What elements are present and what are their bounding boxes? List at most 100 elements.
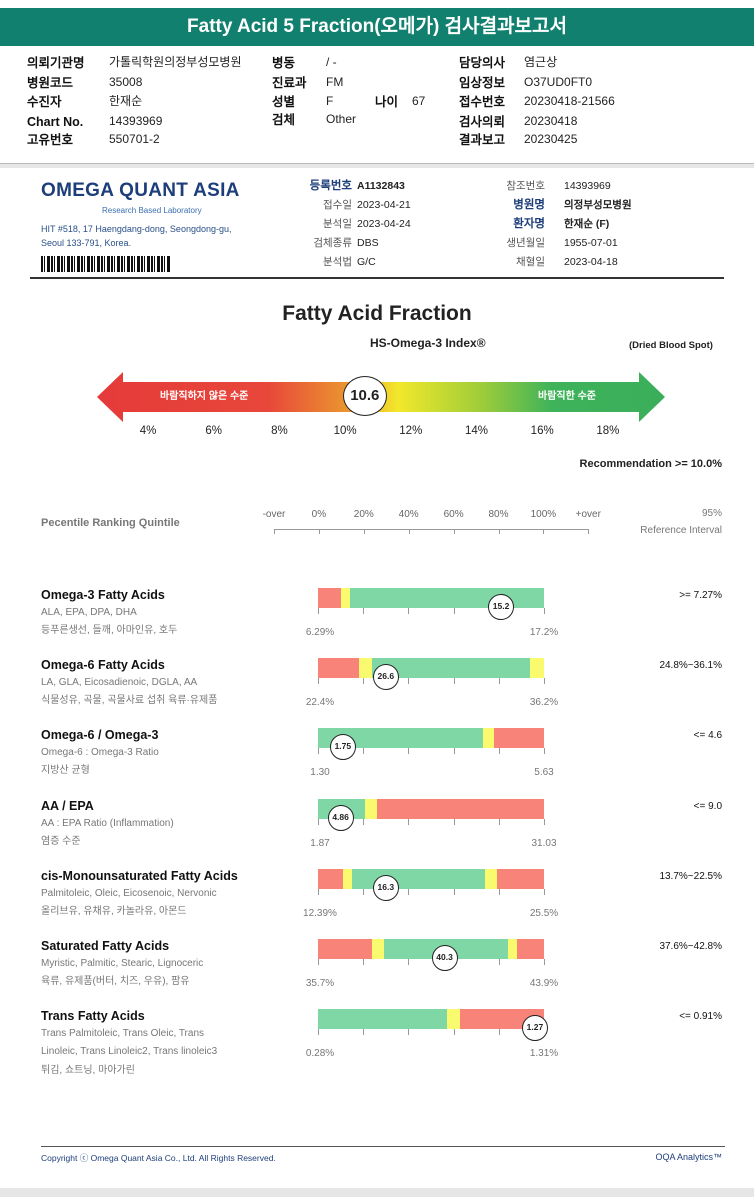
meta-label: 등록번호 bbox=[309, 180, 352, 192]
meta-label: 환자명 bbox=[513, 218, 545, 230]
axis-tick bbox=[453, 529, 455, 534]
value-marker: 16.3 bbox=[372, 874, 399, 901]
meta-label: 병원명 bbox=[513, 199, 545, 211]
bar-segment-yellow bbox=[358, 658, 373, 679]
bar-tick bbox=[544, 818, 545, 825]
report-title: Fatty Acid 5 Fraction(오메가) 검사결과보고서 bbox=[0, 8, 754, 46]
bar-tick bbox=[363, 608, 365, 614]
axis-label: 100% bbox=[530, 509, 557, 520]
ref-interval-header: 95% bbox=[701, 508, 722, 519]
bar-tick bbox=[363, 678, 365, 685]
bar-tick bbox=[453, 678, 455, 685]
info-label: 검체 bbox=[272, 113, 296, 127]
bar-segment-red bbox=[318, 658, 359, 679]
reference-interval: <= 0.91% bbox=[679, 1011, 722, 1023]
row-title: Omega-6 / Omega-3 bbox=[41, 728, 159, 743]
index-tick-label: 12% bbox=[399, 425, 423, 437]
bar-tick bbox=[408, 678, 410, 685]
percentile-bar bbox=[318, 939, 544, 959]
range-max: 5.63 bbox=[534, 767, 554, 779]
percentile-bar bbox=[318, 1009, 544, 1030]
info-label: 검사의뢰 bbox=[459, 115, 506, 129]
info-value: 20230425 bbox=[524, 132, 578, 146]
recommendation: Recommendation >= 10.0% bbox=[579, 458, 722, 470]
range-max: 31.03 bbox=[531, 837, 557, 849]
bar-tick bbox=[318, 748, 319, 755]
bar-tick bbox=[498, 959, 500, 965]
bar-tick bbox=[408, 888, 410, 895]
percentile-bar bbox=[318, 728, 544, 749]
row-description: 육류, 유제품(버터, 치즈, 우유), 팜유 bbox=[41, 976, 190, 987]
bar-tick bbox=[408, 818, 410, 825]
bar-tick bbox=[363, 959, 365, 965]
info-value: 가톨릭학원의정부성모병원 bbox=[109, 55, 242, 69]
axis-tick bbox=[408, 529, 410, 534]
bar-tick bbox=[544, 888, 545, 895]
axis-tick bbox=[543, 529, 545, 534]
bar-segment-green bbox=[351, 868, 486, 889]
bar-tick bbox=[408, 1029, 410, 1036]
info-value: 550701-2 bbox=[109, 132, 160, 146]
bar-tick bbox=[363, 1029, 365, 1036]
bar-segment-yellow bbox=[530, 658, 544, 679]
divider bbox=[0, 163, 754, 168]
bar-tick bbox=[453, 608, 455, 614]
range-max: 1.31% bbox=[529, 1048, 559, 1060]
bar-tick bbox=[544, 608, 545, 614]
info-value: O37UD0FT0 bbox=[524, 75, 593, 89]
bar-tick bbox=[318, 608, 319, 614]
info-label: 임상정보 bbox=[459, 76, 506, 90]
logo-text: OMEGA QUANT ASIA bbox=[41, 180, 240, 201]
bar-tick bbox=[318, 959, 319, 965]
meta-value: 의정부성모병원 bbox=[564, 199, 632, 211]
bar-tick bbox=[453, 888, 455, 895]
bar-tick bbox=[408, 608, 410, 614]
section-title: Fatty Acid Fraction bbox=[282, 302, 472, 325]
index-subtitle: HS-Omega-3 Index® bbox=[370, 336, 486, 350]
info-value: 67 bbox=[412, 94, 426, 108]
info-value: 35008 bbox=[109, 75, 143, 89]
bar-tick bbox=[318, 888, 319, 895]
value-marker: 1.75 bbox=[329, 734, 356, 761]
specimen-type: (Dried Blood Spot) bbox=[629, 340, 713, 351]
bar-tick bbox=[318, 678, 319, 685]
info-label: 병원코드 bbox=[27, 76, 74, 90]
row-components: ALA, EPA, DPA, DHA bbox=[41, 607, 137, 618]
meta-value: DBS bbox=[357, 237, 379, 249]
bar-segment-red bbox=[318, 868, 343, 889]
value-marker: 40.3 bbox=[431, 945, 458, 971]
bar-tick bbox=[318, 818, 319, 825]
percentile-bar bbox=[318, 868, 544, 889]
range-min: 12.39% bbox=[303, 907, 337, 919]
meta-label: 검체종류 bbox=[313, 237, 352, 249]
index-tick-label: 4% bbox=[139, 425, 157, 437]
axis-tick bbox=[318, 529, 320, 534]
row-title: cis-Monounsaturated Fatty Acids bbox=[41, 868, 238, 883]
bar-segment-green bbox=[349, 588, 544, 608]
reference-interval: 13.7%~22.5% bbox=[659, 870, 722, 882]
info-label: 진료과 bbox=[272, 76, 307, 90]
value-marker: 4.86 bbox=[327, 804, 354, 831]
ref-interval-header: Reference Interval bbox=[640, 525, 722, 536]
bar-tick bbox=[408, 748, 410, 755]
index-tick-label: 10% bbox=[333, 425, 357, 437]
divider bbox=[41, 1146, 725, 1147]
info-label: 병동 bbox=[272, 56, 296, 70]
bar-segment-yellow bbox=[507, 939, 517, 959]
info-label: 성별 bbox=[272, 95, 296, 109]
range-min: 0.28% bbox=[305, 1048, 335, 1060]
bar-tick bbox=[498, 678, 500, 685]
divider bbox=[30, 277, 724, 279]
info-label: Chart No. bbox=[27, 115, 84, 129]
bar-tick bbox=[498, 818, 500, 825]
lab-address-2: Seoul 133-791, Korea. bbox=[41, 238, 132, 248]
range-min: 1.87 bbox=[310, 837, 330, 849]
row-title: Saturated Fatty Acids bbox=[41, 939, 170, 953]
barcode bbox=[41, 256, 171, 272]
bar-tick bbox=[498, 888, 500, 895]
row-description: 지방산 균형 bbox=[41, 765, 90, 777]
info-label: 담당의사 bbox=[459, 56, 506, 70]
info-value: Other bbox=[326, 112, 357, 126]
meta-value: 한재순 (F) bbox=[564, 218, 610, 230]
row-description: Linoleic, Trans Linoleic2, Trans linolei… bbox=[41, 1046, 218, 1058]
